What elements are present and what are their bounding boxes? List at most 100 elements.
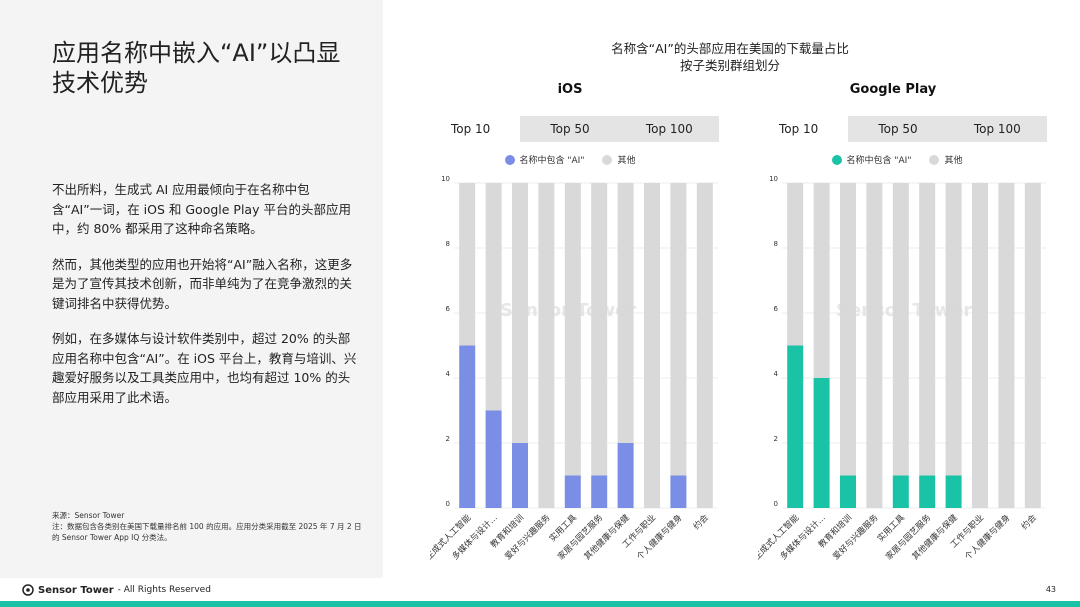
google-bar-ai bbox=[840, 475, 856, 508]
ios-tab-top10[interactable]: Top 10 bbox=[421, 116, 521, 142]
chart-title-line-1: 名称含“AI”的头部应用在美国的下载量占比 bbox=[611, 41, 849, 56]
ios-bar-other bbox=[670, 183, 687, 476]
ios-bar-other bbox=[644, 183, 660, 508]
footer-logo: Sensor Tower - All Rights Reserved bbox=[22, 584, 211, 596]
google-bar-other bbox=[892, 183, 909, 476]
google-chart: 0246810生成式人工智能多媒体与设计…教育和培训爱好与兴趣服务实用工具家居与… bbox=[758, 175, 1046, 562]
google-tab-top50[interactable]: Top 50 bbox=[878, 122, 918, 136]
google-ytick-label: 8 bbox=[774, 240, 778, 248]
chart-title-line-2: 按子类别群组划分 bbox=[679, 58, 780, 73]
ios-bar-other bbox=[512, 183, 528, 443]
ios-ytick-label: 4 bbox=[446, 370, 451, 378]
google-category-label: 家居与园艺服务 bbox=[883, 512, 933, 562]
google-legend-other-label: 其他 bbox=[944, 156, 963, 166]
google-ytick-label: 6 bbox=[774, 305, 779, 313]
ios-ytick-label: 2 bbox=[446, 435, 450, 443]
ios-panel-title: iOS bbox=[557, 82, 583, 97]
google-bar-other bbox=[840, 183, 856, 476]
ios-legend-other-swatch bbox=[602, 154, 613, 165]
ios-chart: 0246810生成式人工智能多媒体与设计…教育和培训爱好与兴趣服务实用工具家居与… bbox=[430, 175, 718, 562]
source-note: 来源：Sensor Tower 注：数据包含各类别在美国下载量排名前 100 的… bbox=[52, 510, 362, 543]
google-bar-other bbox=[866, 183, 883, 508]
google-category-label: 约会 bbox=[1019, 512, 1039, 532]
ios-bar-other bbox=[617, 183, 634, 443]
note-line: 注：数据包含各类别在美国下载量排名前 100 的应用。应用分类采用截至 2025… bbox=[52, 522, 362, 542]
ios-ytick-label: 10 bbox=[441, 175, 450, 183]
ios-bar-ai bbox=[591, 475, 608, 508]
ios-category-label: 其他健康与保健 bbox=[582, 512, 632, 562]
ios-bar-ai bbox=[459, 345, 476, 508]
ios-tab-top100[interactable]: Top 100 bbox=[645, 122, 693, 136]
google-legend: 名称中包含 "AI" 其他 bbox=[747, 153, 1047, 166]
footer-accent-bar bbox=[0, 601, 1080, 607]
ios-bar-other bbox=[564, 183, 581, 476]
ios-category-label: 个人健康与健身 bbox=[635, 512, 685, 562]
google-category-label: 爱好与兴趣服务 bbox=[831, 512, 881, 562]
ios-legend-ai: 名称中包含 "AI" bbox=[504, 153, 585, 166]
ios-bar-ai bbox=[617, 443, 634, 508]
google-tab-top10[interactable]: Top 10 bbox=[749, 116, 849, 142]
google-legend-other: 其他 bbox=[929, 153, 962, 166]
google-ytick-label: 2 bbox=[774, 435, 778, 443]
google-legend-ai-label: 名称中包含 "AI" bbox=[846, 156, 912, 166]
left-panel bbox=[0, 0, 383, 578]
google-bar-other bbox=[1024, 183, 1041, 508]
google-bar-ai bbox=[892, 475, 909, 508]
ios-ytick-label: 6 bbox=[446, 305, 451, 313]
google-legend-other-swatch bbox=[929, 154, 940, 165]
paragraph-2: 然而，其他类型的应用也开始将“AI”融入名称，这更多是为了宣传其技术创新，而非单… bbox=[52, 256, 353, 311]
google-ytick-label: 10 bbox=[769, 175, 778, 183]
ios-legend-other-label: 其他 bbox=[617, 156, 636, 166]
google-category-label: 其他健康与保健 bbox=[910, 512, 960, 562]
page-number: 43 bbox=[1045, 585, 1056, 594]
google-bar-other bbox=[972, 183, 988, 508]
ios-bar-ai bbox=[564, 475, 581, 508]
google-bar-other bbox=[945, 183, 962, 476]
source-line: 来源：Sensor Tower bbox=[52, 511, 125, 520]
ios-bar-ai bbox=[512, 443, 528, 508]
google-bar-ai bbox=[813, 378, 830, 508]
google-bar-other bbox=[998, 183, 1015, 508]
paragraph-3: 例如，在多媒体与设计软件类别中，超过 20% 的头部应用名称中包含“AI”。在 … bbox=[52, 331, 357, 405]
footer-brand: Sensor Tower bbox=[38, 584, 114, 596]
page-title: 应用名称中嵌入“AI”以凸显技术优势 bbox=[52, 39, 341, 97]
watermark-ios: Sensor Tower bbox=[500, 300, 637, 321]
google-tab-top100[interactable]: Top 100 bbox=[973, 122, 1021, 136]
ios-bar-other bbox=[591, 183, 608, 476]
watermark-google: Sensor Tower bbox=[836, 300, 973, 321]
ios-bar-ai bbox=[670, 475, 687, 508]
ios-bar-other bbox=[459, 183, 476, 346]
ios-ytick-label: 8 bbox=[446, 240, 450, 248]
ios-ytick-label: 0 bbox=[446, 500, 450, 508]
ios-legend-other: 其他 bbox=[602, 153, 635, 166]
ios-category-label: 家居与园艺服务 bbox=[555, 512, 605, 562]
google-ytick-label: 0 bbox=[774, 500, 778, 508]
ios-bar-other bbox=[538, 183, 555, 508]
ios-legend-ai-label: 名称中包含 "AI" bbox=[519, 156, 585, 166]
ios-bar-other bbox=[485, 183, 502, 411]
ios-tabs: Top 10 Top 50 Top 100 bbox=[421, 116, 719, 142]
ios-legend: 名称中包含 "AI" 其他 bbox=[420, 153, 720, 166]
ios-tab-top50[interactable]: Top 50 bbox=[550, 122, 590, 136]
google-bar-ai bbox=[787, 345, 804, 508]
ios-category-label: 约会 bbox=[691, 512, 711, 532]
ios-category-label: 爱好与兴趣服务 bbox=[503, 512, 553, 562]
ios-category-label: 多媒体与设计… bbox=[450, 512, 500, 562]
google-panel-title: Google Play bbox=[849, 82, 937, 97]
google-bar-other bbox=[919, 183, 936, 476]
google-legend-ai-swatch bbox=[831, 154, 842, 165]
google-bar-other bbox=[813, 183, 830, 378]
body-text: 不出所料，生成式 AI 应用最倾向于在名称中包含“AI”一词，在 iOS 和 G… bbox=[52, 180, 357, 423]
google-bar-ai bbox=[945, 475, 962, 508]
ios-legend-ai-swatch bbox=[504, 154, 515, 165]
ios-bar-ai bbox=[485, 410, 502, 508]
paragraph-1: 不出所料，生成式 AI 应用最倾向于在名称中包含“AI”一词，在 iOS 和 G… bbox=[52, 182, 351, 236]
google-tabs: Top 10 Top 50 Top 100 bbox=[749, 116, 1047, 142]
google-legend-ai: 名称中包含 "AI" bbox=[831, 153, 912, 166]
google-ytick-label: 4 bbox=[774, 370, 779, 378]
google-bar-ai bbox=[919, 475, 936, 508]
chart-title: 名称含“AI”的头部应用在美国的下载量占比 按子类别群组划分 bbox=[560, 40, 900, 74]
footer-rights: - All Rights Reserved bbox=[117, 585, 211, 595]
google-category-label: 多媒体与设计… bbox=[778, 512, 828, 562]
google-category-label: 个人健康与健身 bbox=[963, 512, 1013, 562]
